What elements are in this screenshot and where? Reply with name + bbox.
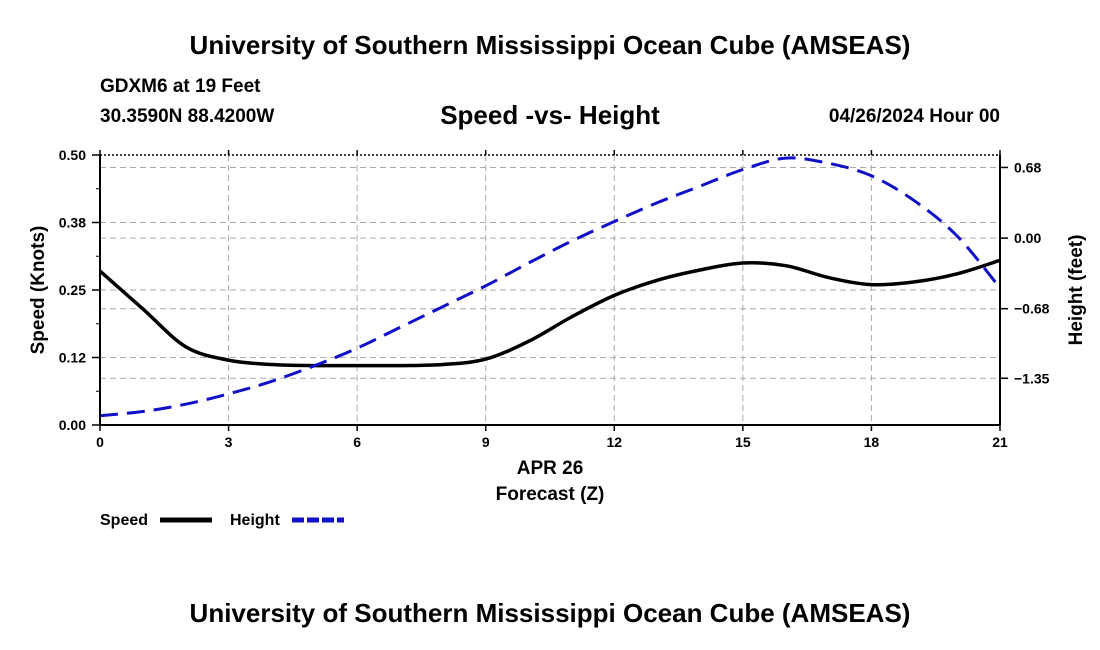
y2-tick-label: −0.68 xyxy=(1014,301,1050,317)
x-axis-title: Forecast (Z) xyxy=(496,484,605,505)
axis-layer: 0 3 6 9 12 15 18 21 0.00 0.12 0.25 0.38 0.50 0.68 0.00… xyxy=(59,147,1050,450)
y2-tick-label: 0.68 xyxy=(1014,159,1041,175)
series-line-height xyxy=(99,156,1002,418)
station-label: GDXM6 at 19 Feet xyxy=(100,76,261,97)
date-label: APR 26 xyxy=(517,458,584,479)
x-tick-label: 0 xyxy=(96,434,104,450)
grid-layer xyxy=(100,155,1000,425)
x-tick-label: 21 xyxy=(992,434,1008,450)
chart-subtitle: Speed -vs- Height xyxy=(440,100,660,130)
x-tick-label: 3 xyxy=(225,434,233,450)
y-tick-label: 0.12 xyxy=(59,350,86,366)
x-tick-label: 18 xyxy=(864,434,880,450)
x-tick-label: 12 xyxy=(606,434,622,450)
y-tick-label: 0.00 xyxy=(59,417,86,433)
x-tick-label: 6 xyxy=(353,434,361,450)
series-layer xyxy=(98,156,1002,418)
chart-main-title: University of Southern Mississippi Ocean… xyxy=(189,30,911,60)
y-tick-label: 0.50 xyxy=(59,147,86,163)
footer-title: University of Southern Mississippi Ocean… xyxy=(189,598,911,628)
coordinates-label: 30.3590N 88.4200W xyxy=(100,106,275,127)
legend-label-speed: Speed xyxy=(100,512,148,529)
plot-frame xyxy=(99,154,1001,426)
legend-label-height: Height xyxy=(230,512,280,529)
y-axis-title: Speed (Knots) xyxy=(28,226,49,355)
y2-tick-label: −1.35 xyxy=(1014,370,1050,386)
y-tick-label: 0.38 xyxy=(59,215,86,231)
forecast-datetime: 04/26/2024 Hour 00 xyxy=(828,106,1000,127)
x-tick-label: 15 xyxy=(735,434,751,450)
y2-tick-label: 0.00 xyxy=(1014,230,1041,246)
y2-axis-title: Height (feet) xyxy=(1066,235,1087,346)
x-tick-label: 9 xyxy=(482,434,490,450)
series-line-speed xyxy=(98,258,1001,368)
y-tick-label: 0.25 xyxy=(59,282,86,298)
legend: Speed Height xyxy=(100,512,344,529)
